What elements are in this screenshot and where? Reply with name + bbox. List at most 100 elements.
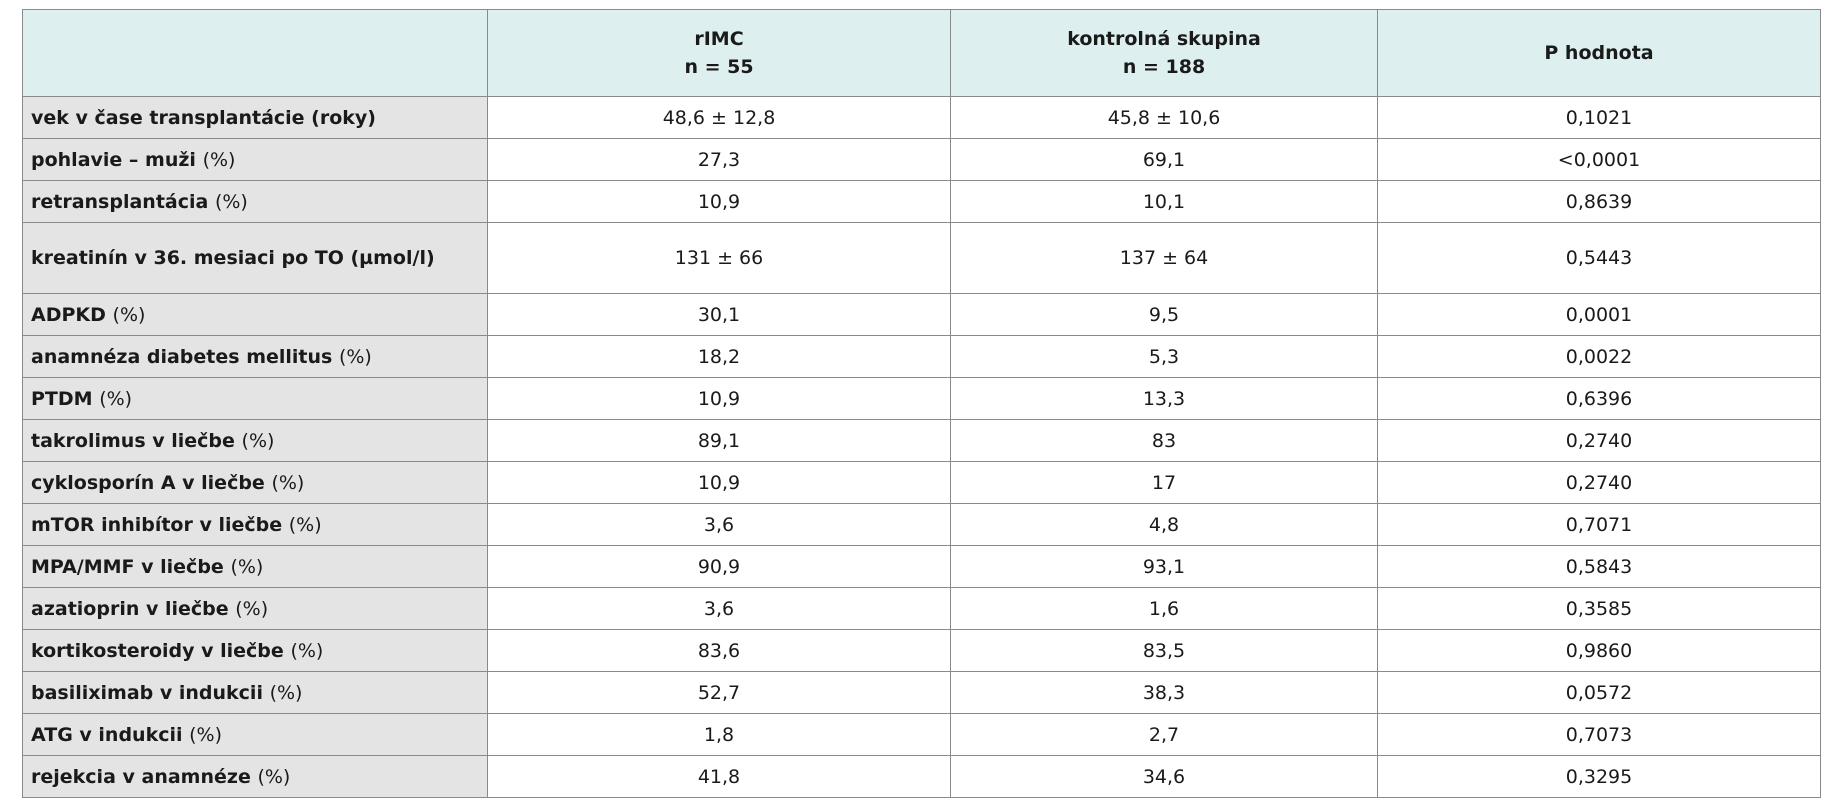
column-header: rIMC n = 55 [487,9,951,97]
row-label-cell: rejekcia v anamnéze (%) [22,755,488,798]
header-line: kontrolná skupina [1067,28,1261,50]
value-cell: 0,1021 [1377,96,1821,139]
row-label-cell: PTDM (%) [22,377,488,420]
row-unit: (%) [189,723,223,746]
value-cell: 27,3 [487,138,951,181]
row-label-cell: azatioprin v liečbe (%) [22,587,488,630]
row-label: takrolimus v liečbe [31,429,235,452]
value-cell: 52,7 [487,671,951,714]
row-unit: (%) [288,513,322,536]
table-row: retransplantácia (%) 10,9 10,1 0,8639 [22,180,1821,223]
table-row: ADPKD (%) 30,1 9,5 0,0001 [22,293,1821,336]
table-row: MPA/MMF v liečbe (%) 90,9 93,1 0,5843 [22,545,1821,588]
row-unit: (%) [235,597,269,620]
row-unit: (%) [230,555,264,578]
row-label: azatioprin v liečbe [31,597,229,620]
row-label-cell: MPA/MMF v liečbe (%) [22,545,488,588]
table-row: basiliximab v indukcii (%) 52,7 38,3 0,0572 [22,671,1821,714]
row-label-cell: takrolimus v liečbe (%) [22,419,488,462]
value-cell: 0,0001 [1377,293,1821,336]
data-table: rIMC n = 55 kontrolná skupina n = 188 P hodn… [22,9,1821,798]
row-unit: (%) [202,148,236,171]
row-label-cell: kortikosteroidy v liečbe (%) [22,629,488,672]
row-label: cyklosporín A v liečbe [31,471,265,494]
row-label: kortikosteroidy v liečbe [31,639,284,662]
row-unit: (%) [257,765,291,788]
column-header: P hodnota [1377,9,1821,97]
value-cell: 0,3585 [1377,587,1821,630]
value-cell: 0,0572 [1377,671,1821,714]
value-cell: 1,6 [950,587,1378,630]
row-label: PTDM [31,387,93,410]
value-cell: 30,1 [487,293,951,336]
value-cell: 83,6 [487,629,951,672]
value-cell: 1,8 [487,713,951,756]
row-label: vek v čase transplantácie (roky) [31,106,376,129]
row-unit: (%) [269,681,303,704]
table-row: kortikosteroidy v liečbe (%) 83,6 83,5 0,98… [22,629,1821,672]
row-label: anamnéza diabetes mellitus [31,345,333,368]
table-row: rejekcia v anamnéze (%) 41,8 34,6 0,3295 [22,755,1821,798]
row-unit: (%) [338,345,372,368]
value-cell: 18,2 [487,335,951,378]
table-row: ATG v indukcii (%) 1,8 2,7 0,7073 [22,713,1821,756]
value-cell: 0,0022 [1377,335,1821,378]
row-unit: (%) [241,429,275,452]
value-cell: <0,0001 [1377,138,1821,181]
row-label-cell: vek v čase transplantácie (roky) [22,96,488,139]
row-label: rejekcia v anamnéze [31,765,251,788]
table-row: PTDM (%) 10,9 13,3 0,6396 [22,377,1821,420]
value-cell: 45,8 ± 10,6 [950,96,1378,139]
value-cell: 0,7073 [1377,713,1821,756]
value-cell: 10,9 [487,461,951,504]
row-label: retransplantácia [31,190,209,213]
value-cell: 83,5 [950,629,1378,672]
row-label-cell: cyklosporín A v liečbe (%) [22,461,488,504]
header-row: rIMC n = 55 kontrolná skupina n = 188 P hodn… [22,9,1821,97]
value-cell: 48,6 ± 12,8 [487,96,951,139]
row-label-cell: retransplantácia (%) [22,180,488,223]
value-cell: 93,1 [950,545,1378,588]
value-cell: 13,3 [950,377,1378,420]
header-line: n = 188 [1122,56,1206,78]
table-row: cyklosporín A v liečbe (%) 10,9 17 0,2740 [22,461,1821,504]
value-cell: 0,2740 [1377,461,1821,504]
value-cell: 131 ± 66 [487,222,951,294]
value-cell: 17 [950,461,1378,504]
value-cell: 2,7 [950,713,1378,756]
row-label: MPA/MMF v liečbe [31,555,224,578]
row-label: kreatinín v 36. mesiaci po TO (µmol/l) [31,247,435,269]
row-unit: (%) [99,387,133,410]
table-row: azatioprin v liečbe (%) 3,6 1,6 0,3585 [22,587,1821,630]
table-row: anamnéza diabetes mellitus (%) 18,2 5,3 0,0… [22,335,1821,378]
row-label-cell: kreatinín v 36. mesiaci po TO (µmol/l) [22,222,488,294]
table-row: kreatinín v 36. mesiaci po TO (µmol/l) 13… [22,222,1821,294]
value-cell: 10,9 [487,377,951,420]
table-row: vek v čase transplantácie (roky) 48,6 ± 1… [22,96,1821,139]
value-cell: 137 ± 64 [950,222,1378,294]
table-body: vek v čase transplantácie (roky) 48,6 ± 1… [22,96,1821,798]
row-label-cell: anamnéza diabetes mellitus (%) [22,335,488,378]
row-label-cell: ATG v indukcii (%) [22,713,488,756]
value-cell: 90,9 [487,545,951,588]
value-cell: 41,8 [487,755,951,798]
row-unit: (%) [290,639,324,662]
value-cell: 9,5 [950,293,1378,336]
row-unit: (%) [271,471,305,494]
row-label: mTOR inhibítor v liečbe [31,513,283,536]
value-cell: 10,9 [487,180,951,223]
value-cell: 3,6 [487,503,951,546]
row-label-cell: ADPKD (%) [22,293,488,336]
table-row: mTOR inhibítor v liečbe (%) 3,6 4,8 0,7071 [22,503,1821,546]
value-cell: 10,1 [950,180,1378,223]
header-line: P hodnota [1544,42,1654,64]
header-line: n = 55 [684,56,754,78]
corner-cell [22,9,488,97]
value-cell: 4,8 [950,503,1378,546]
value-cell: 3,6 [487,587,951,630]
row-label-cell: basiliximab v indukcii (%) [22,671,488,714]
value-cell: 83 [950,419,1378,462]
row-unit: (%) [112,303,146,326]
row-label-cell: pohlavie – muži (%) [22,138,488,181]
